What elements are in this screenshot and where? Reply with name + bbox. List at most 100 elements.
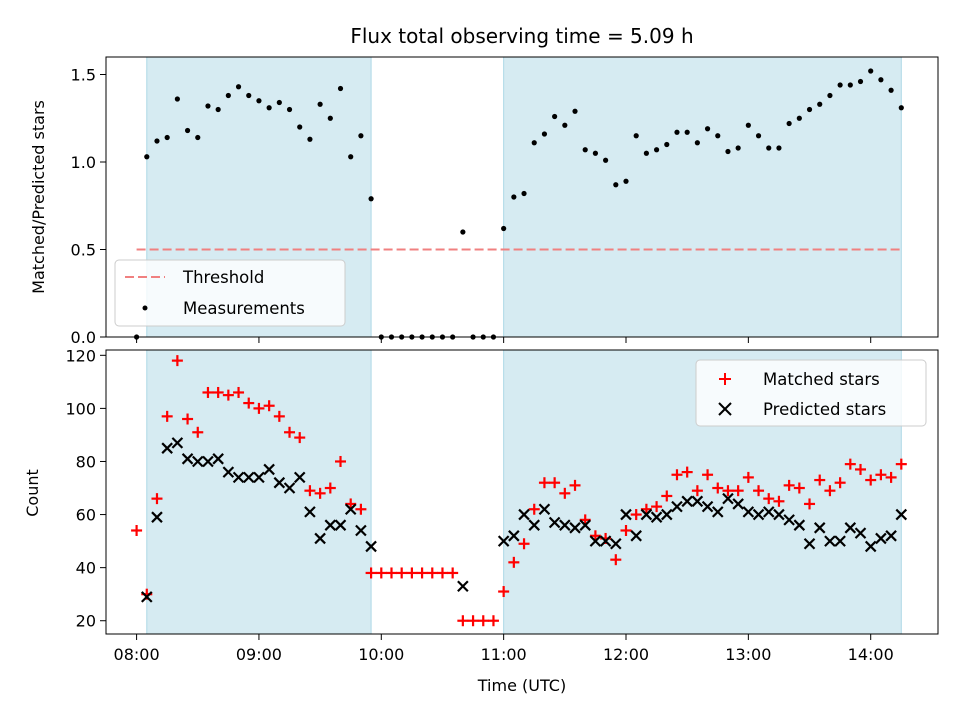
predicted-star-point — [569, 522, 581, 534]
predicted-star-point — [732, 498, 744, 510]
predicted-star-point — [355, 524, 367, 537]
matched-star-point — [212, 386, 224, 398]
x-tick-label: 13:00 — [725, 645, 771, 664]
measurement-point — [246, 92, 252, 99]
predicted-star-point — [813, 522, 826, 534]
matched-star-point — [447, 567, 459, 579]
predicted-star-point — [610, 537, 622, 550]
predicted-star-point — [528, 519, 541, 531]
ratio-panel-frame — [105, 56, 939, 338]
matched-star-point — [620, 524, 632, 536]
predicted-star-point — [497, 535, 510, 547]
matched-star-point — [773, 495, 785, 507]
predicted-star-point — [212, 453, 224, 465]
count-panel: 20 40 60 80 100 120 08:00 09:00 10:00 11:00 12:00… — [23, 346, 939, 695]
matched-star-point — [559, 487, 571, 499]
ratio-y-axis-label: Matched/Predicted stars — [29, 100, 48, 294]
measurement-point — [745, 122, 751, 128]
matched-star-point — [385, 567, 397, 579]
chart-title: Flux total observing time = 5.09 h — [350, 24, 693, 48]
matched-star-point — [824, 485, 836, 497]
measurement-point — [276, 99, 282, 106]
matched-star-point — [253, 402, 265, 414]
predicted-star-point — [518, 508, 530, 521]
predicted-star-point — [620, 508, 632, 521]
measurement-point — [827, 92, 833, 99]
matched-star-point — [763, 493, 775, 505]
matched-star-point — [875, 469, 887, 481]
legend-matched-swatch — [719, 373, 731, 385]
predicted-star-point — [640, 508, 653, 521]
matched-star-point — [171, 355, 183, 367]
legend-predicted-swatch — [718, 402, 732, 416]
measurement-point — [521, 190, 527, 197]
legend-matched-label: Matched stars — [763, 370, 880, 389]
measurement-point — [337, 85, 344, 92]
predicted-star-point — [661, 508, 673, 521]
predicted-star-point — [548, 516, 561, 529]
measurement-point — [174, 96, 180, 102]
predicted-star-point — [293, 471, 306, 484]
measurement-point — [327, 115, 333, 121]
matched-star-point — [426, 567, 438, 579]
matched-star-point — [182, 413, 194, 425]
predicted-star-point — [457, 580, 469, 593]
measurement-point — [225, 92, 231, 99]
matched-star-point — [131, 524, 143, 536]
predicted-star-point — [181, 453, 194, 465]
measurement-point — [898, 105, 904, 111]
predicted-star-point — [232, 471, 245, 484]
matched-star-point — [518, 538, 530, 550]
matched-star-point — [793, 482, 805, 494]
measurement-point — [531, 140, 537, 146]
predicted-star-point — [242, 471, 255, 484]
legend-measurements-label: Measurements — [183, 299, 305, 318]
matched-star-point — [712, 482, 724, 494]
matched-star-point — [324, 482, 336, 494]
predicted-star-point — [304, 506, 316, 518]
predicted-star-point — [650, 511, 663, 523]
matched-star-point — [161, 410, 173, 422]
matched-star-point — [569, 479, 581, 491]
measurement-point — [562, 122, 568, 128]
predicted-star-point — [773, 508, 785, 521]
matched-star-point — [651, 501, 663, 513]
predicted-star-point — [283, 482, 296, 494]
measurement-point — [511, 194, 517, 200]
measurement-point — [368, 196, 374, 202]
predicted-star-point — [579, 519, 591, 531]
predicted-star-point — [793, 519, 806, 531]
measurement-point — [603, 157, 609, 163]
matched-star-point — [294, 432, 306, 444]
matched-star-point — [702, 469, 714, 481]
count-y-tick-label: 20 — [76, 612, 96, 631]
predicted-star-point — [885, 530, 897, 542]
measurement-point — [358, 133, 364, 139]
measurement-point — [735, 145, 741, 151]
ratio-legend: Threshold Measurements — [114, 259, 346, 327]
measurement-point — [776, 145, 782, 151]
measurement-point — [144, 154, 150, 160]
predicted-star-point — [589, 535, 602, 547]
matched-star-point — [753, 485, 765, 497]
matched-star-point — [365, 567, 377, 579]
measurement-point — [755, 133, 762, 139]
matched-star-point — [284, 426, 296, 438]
matched-star-point — [335, 455, 347, 467]
matched-star-point — [263, 400, 275, 412]
matched-star-point — [243, 397, 255, 409]
predicted-star-point — [722, 492, 734, 505]
matched-star-point — [579, 514, 591, 526]
matched-star-point — [151, 493, 163, 505]
x-tick-label: 09:00 — [236, 645, 282, 664]
matched-star-point — [538, 477, 550, 489]
measurement-point — [725, 148, 731, 155]
measurement-point — [684, 129, 690, 135]
predicted-star-point — [263, 463, 275, 476]
predicted-star-point — [844, 522, 857, 534]
matched-star-point — [355, 503, 367, 515]
matched-star-point — [691, 485, 703, 497]
measurement-point — [348, 154, 354, 160]
measurement-point — [837, 82, 843, 88]
